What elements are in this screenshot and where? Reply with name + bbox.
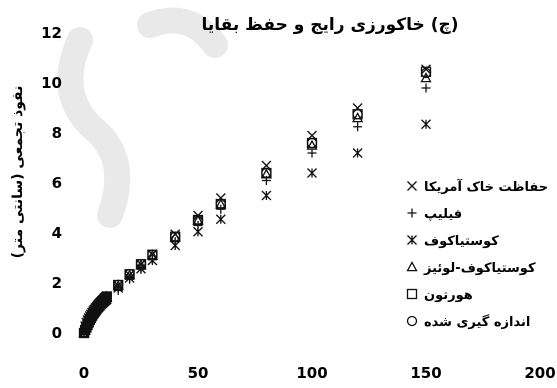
data-point xyxy=(351,112,364,123)
data-point xyxy=(124,268,135,280)
series-circle xyxy=(78,67,432,339)
x-tick-label: 50 xyxy=(188,364,209,382)
series-plus xyxy=(79,83,431,338)
y-tick-label: 2 xyxy=(52,274,62,292)
data-point xyxy=(193,226,203,237)
legend-item: کوستیاکوف-لوئیز xyxy=(406,261,536,276)
x-tick-label: 200 xyxy=(524,364,555,382)
chart-title: (چ) خاکورزی رایج و حفظ بقایا xyxy=(202,15,459,35)
legend: حفاظت خاک آمریکا فیلیپ کوستیاکوف کوستیاکوف-… xyxy=(406,178,548,330)
data-point xyxy=(192,214,204,225)
y-tick-label: 10 xyxy=(41,74,62,92)
legend-item: فیلیپ xyxy=(407,207,462,222)
data-point xyxy=(421,119,431,130)
legend-marker xyxy=(406,261,418,272)
data-point xyxy=(307,168,317,178)
data-point xyxy=(306,137,318,149)
y-axis-label: نفوذ تجمعی (سانتی متر) xyxy=(10,86,26,259)
data-point xyxy=(170,231,181,242)
data-point xyxy=(420,67,432,79)
y-tick-label: 12 xyxy=(41,24,62,42)
legend-marker xyxy=(407,208,417,218)
legend-item: کوستیاکوف xyxy=(407,234,499,249)
axes: 0 50 100 150 200 0 2 4 6 8 10 12 xyxy=(41,24,556,382)
data-point xyxy=(113,283,124,293)
data-point xyxy=(353,122,363,132)
data-point xyxy=(100,292,111,303)
data-point xyxy=(215,214,226,225)
data-point xyxy=(307,148,317,158)
legend-marker xyxy=(406,315,418,327)
y-tick-label: 4 xyxy=(52,224,62,242)
y-tick-label: 6 xyxy=(52,174,62,192)
legend-item: اندازه گیری شده xyxy=(406,314,530,330)
background-watermark xyxy=(57,7,228,228)
data-point xyxy=(101,291,112,302)
legend-item: حفاظت خاک آمریکا xyxy=(407,178,548,195)
data-point xyxy=(147,249,158,260)
data-point xyxy=(421,64,431,75)
y-tick-label: 8 xyxy=(52,124,62,142)
data-series xyxy=(78,64,432,339)
data-point xyxy=(352,109,363,120)
legend-label: کوستیاکوف xyxy=(424,234,499,249)
data-point xyxy=(135,258,147,270)
data-point xyxy=(170,240,181,251)
legend-label: حفاظت خاک آمریکا xyxy=(424,178,548,195)
series-x xyxy=(79,64,431,338)
legend-marker xyxy=(407,181,417,191)
data-point xyxy=(306,139,318,150)
data-point xyxy=(113,279,124,290)
data-point xyxy=(421,83,431,93)
data-point xyxy=(261,190,272,201)
series-square xyxy=(78,66,432,339)
legend-label: فیلیپ xyxy=(424,207,462,222)
x-tick-label: 0 xyxy=(79,364,89,382)
x-tick-label: 100 xyxy=(296,364,327,382)
data-point xyxy=(261,167,272,179)
data-point xyxy=(352,148,363,158)
legend-marker xyxy=(406,288,418,300)
legend-label: هورتون xyxy=(424,288,473,303)
x-tick-label: 150 xyxy=(410,364,441,382)
data-point xyxy=(215,193,226,203)
legend-label: اندازه گیری شده xyxy=(424,314,530,330)
legend-marker xyxy=(407,235,417,245)
data-point xyxy=(215,198,226,209)
series-triangle xyxy=(78,72,432,338)
series-asterisk xyxy=(79,119,431,338)
legend-item: هورتون xyxy=(406,288,473,303)
data-point xyxy=(98,294,109,306)
legend-label: کوستیاکوف-لوئیز xyxy=(423,261,536,276)
data-point xyxy=(99,293,110,304)
data-point xyxy=(216,204,226,214)
y-tick-label: 0 xyxy=(52,324,62,342)
